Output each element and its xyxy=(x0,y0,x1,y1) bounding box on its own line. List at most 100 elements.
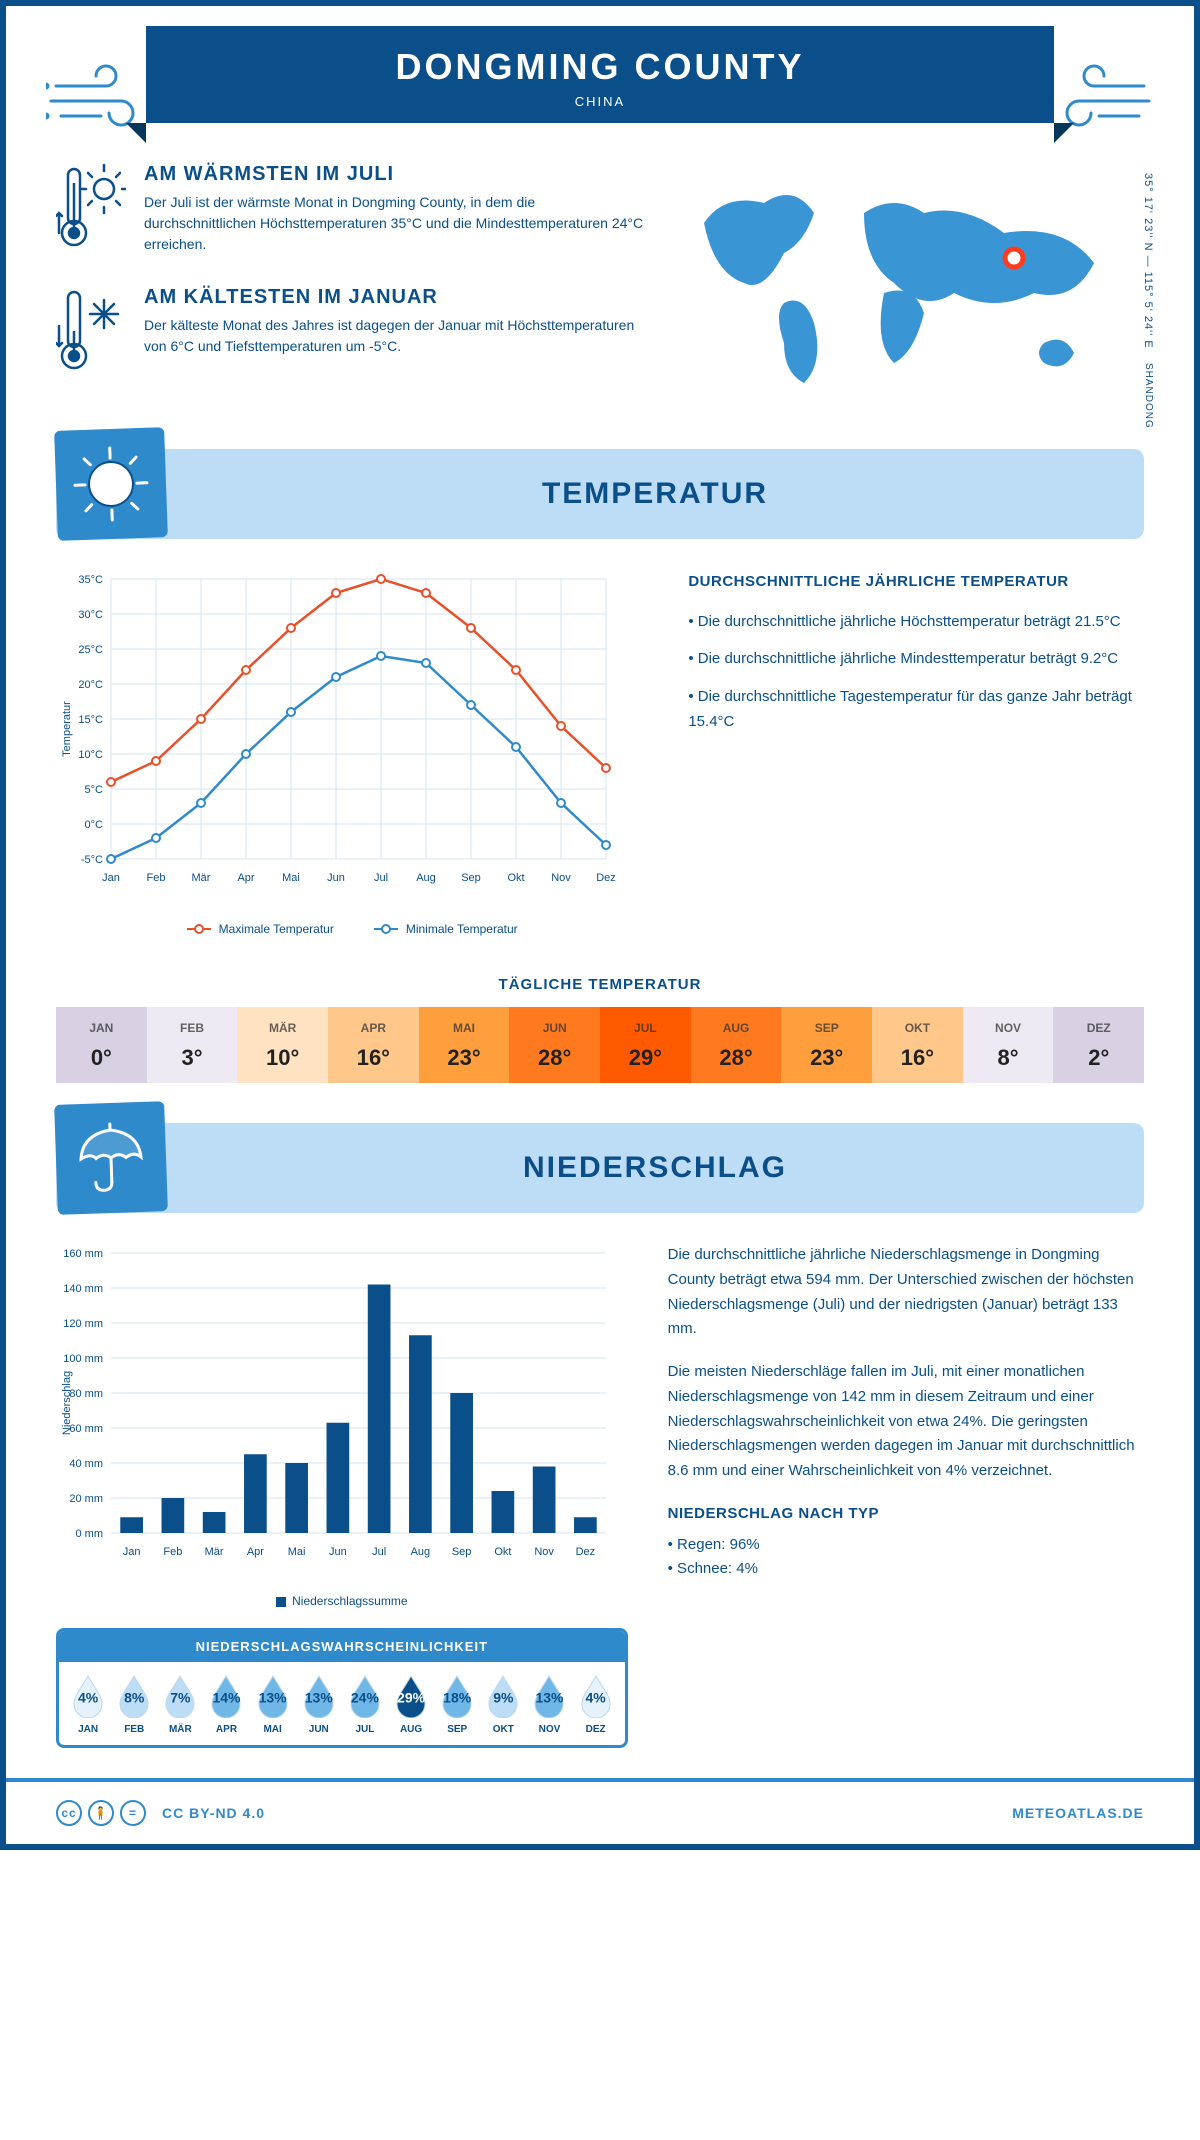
prob-cell: 13%MAI xyxy=(250,1674,296,1735)
svg-text:Mär: Mär xyxy=(205,1546,224,1558)
coordinates: 35° 17' 23'' N — 115° 5' 24'' E xyxy=(1142,173,1154,349)
svg-text:Mär: Mär xyxy=(192,872,211,884)
license-text: CC BY-ND 4.0 xyxy=(162,1805,265,1821)
prob-cell: 13%NOV xyxy=(526,1674,572,1735)
svg-text:20 mm: 20 mm xyxy=(69,1493,103,1505)
world-map: 35° 17' 23'' N — 115° 5' 24'' E SHANDONG xyxy=(684,163,1144,409)
svg-text:40 mm: 40 mm xyxy=(69,1458,103,1470)
temp-info-point: • Die durchschnittliche jährliche Höchst… xyxy=(688,609,1144,635)
prob-cell: 7%MÄR xyxy=(157,1674,203,1735)
thermometer-snow-icon xyxy=(56,286,126,381)
page-subtitle: CHINA xyxy=(146,94,1054,109)
daily-temp-cell: MÄR10° xyxy=(237,1007,328,1083)
svg-text:Dez: Dez xyxy=(596,872,616,884)
cc-icon: cc xyxy=(56,1800,82,1826)
svg-text:-5°C: -5°C xyxy=(81,854,103,866)
warmest-text: Der Juli ist der wärmste Monat in Dongmi… xyxy=(144,192,644,255)
daily-temp-cell: NOV8° xyxy=(963,1007,1054,1083)
intro-section: AM WÄRMSTEN IM JULI Der Juli ist der wär… xyxy=(6,123,1194,439)
page: DONGMING COUNTY CHINA AM WÄRMSTEN IM JUL… xyxy=(0,0,1200,1850)
svg-text:Jul: Jul xyxy=(372,1546,386,1558)
svg-text:Feb: Feb xyxy=(163,1546,182,1558)
temp-info: DURCHSCHNITTLICHE JÄHRLICHE TEMPERATUR •… xyxy=(688,569,1144,936)
svg-text:Mai: Mai xyxy=(282,872,300,884)
coldest-fact: AM KÄLTESTEN IM JANUAR Der kälteste Mona… xyxy=(56,286,644,381)
svg-text:15°C: 15°C xyxy=(78,714,103,726)
daily-temp-cell: DEZ2° xyxy=(1053,1007,1144,1083)
daily-temp-cell: OKT16° xyxy=(872,1007,963,1083)
sun-icon xyxy=(54,427,168,541)
coldest-text: Der kälteste Monat des Jahres ist dagege… xyxy=(144,315,644,357)
prob-cell: 29%AUG xyxy=(388,1674,434,1735)
daily-temp-cell: FEB3° xyxy=(147,1007,238,1083)
svg-text:Temperatur: Temperatur xyxy=(61,701,73,757)
svg-text:Jun: Jun xyxy=(327,872,345,884)
svg-text:0°C: 0°C xyxy=(85,819,104,831)
temp-info-point: • Die durchschnittliche Tagestemperatur … xyxy=(688,684,1144,735)
prob-cell: 4%JAN xyxy=(65,1674,111,1735)
precip-type-point: • Regen: 96% xyxy=(668,1533,1144,1558)
daily-temp-strip: JAN0°FEB3°MÄR10°APR16°MAI23°JUN28°JUL29°… xyxy=(56,1007,1144,1083)
svg-text:160 mm: 160 mm xyxy=(63,1248,103,1260)
svg-text:Okt: Okt xyxy=(507,872,524,884)
thermometer-sun-icon xyxy=(56,163,126,258)
temperature-line-chart: -5°C0°C5°C10°C15°C20°C25°C30°C35°CJanFeb… xyxy=(56,569,648,936)
coldest-title: AM KÄLTESTEN IM JANUAR xyxy=(144,286,644,309)
prob-cell: 8%FEB xyxy=(111,1674,157,1735)
daily-temp-cell: SEP23° xyxy=(781,1007,872,1083)
svg-text:Okt: Okt xyxy=(494,1546,511,1558)
precip-text: Die durchschnittliche jährliche Niedersc… xyxy=(668,1243,1144,1748)
daily-temp-cell: JAN0° xyxy=(56,1007,147,1083)
svg-text:25°C: 25°C xyxy=(78,644,103,656)
svg-text:30°C: 30°C xyxy=(78,609,103,621)
umbrella-icon xyxy=(54,1101,168,1215)
svg-text:140 mm: 140 mm xyxy=(63,1283,103,1295)
prob-cell: 24%JUL xyxy=(342,1674,388,1735)
precip-p2: Die meisten Niederschläge fallen im Juli… xyxy=(668,1360,1144,1484)
svg-text:5°C: 5°C xyxy=(85,784,104,796)
svg-text:100 mm: 100 mm xyxy=(63,1353,103,1365)
svg-text:35°C: 35°C xyxy=(78,574,103,586)
page-title: DONGMING COUNTY xyxy=(146,46,1054,88)
prob-cell: 18%SEP xyxy=(434,1674,480,1735)
prob-cell: 14%APR xyxy=(203,1674,249,1735)
svg-text:60 mm: 60 mm xyxy=(69,1423,103,1435)
prob-cell: 13%JUN xyxy=(296,1674,342,1735)
svg-text:120 mm: 120 mm xyxy=(63,1318,103,1330)
precip-probability-box: NIEDERSCHLAGSWAHRSCHEINLICHKEIT 4%JAN8%F… xyxy=(56,1628,628,1748)
svg-text:Mai: Mai xyxy=(288,1546,306,1558)
precip-section-title: NIEDERSCHLAG xyxy=(166,1151,1144,1185)
svg-text:0 mm: 0 mm xyxy=(76,1528,104,1540)
svg-text:Nov: Nov xyxy=(534,1546,554,1558)
prob-cell: 9%OKT xyxy=(480,1674,526,1735)
temp-info-title: DURCHSCHNITTLICHE JÄHRLICHE TEMPERATUR xyxy=(688,569,1144,595)
svg-text:Sep: Sep xyxy=(452,1546,472,1558)
by-icon: 🧍 xyxy=(88,1800,114,1826)
temp-info-point: • Die durchschnittliche jährliche Mindes… xyxy=(688,646,1144,672)
nd-icon: = xyxy=(120,1800,146,1826)
svg-text:10°C: 10°C xyxy=(78,749,103,761)
license-block: cc 🧍 = CC BY-ND 4.0 xyxy=(56,1800,265,1826)
svg-text:Niederschlag: Niederschlag xyxy=(61,1371,73,1435)
temp-section-title: TEMPERATUR xyxy=(166,477,1144,511)
site-credit: METEOATLAS.DE xyxy=(1012,1805,1144,1821)
warmest-fact: AM WÄRMSTEN IM JULI Der Juli ist der wär… xyxy=(56,163,644,258)
prob-title: NIEDERSCHLAGSWAHRSCHEINLICHKEIT xyxy=(59,1631,625,1662)
legend-max: Maximale Temperatur xyxy=(219,922,334,936)
svg-text:Jul: Jul xyxy=(374,872,388,884)
daily-temp-cell: JUN28° xyxy=(509,1007,600,1083)
daily-temp-title: TÄGLICHE TEMPERATUR xyxy=(6,976,1194,993)
temperature-banner: TEMPERATUR xyxy=(56,449,1144,539)
region-label: SHANDONG xyxy=(1143,363,1154,429)
precip-type-point: • Schnee: 4% xyxy=(668,1557,1144,1582)
daily-temp-cell: APR16° xyxy=(328,1007,419,1083)
precipitation-banner: NIEDERSCHLAG xyxy=(56,1123,1144,1213)
svg-text:Dez: Dez xyxy=(576,1546,596,1558)
svg-text:Aug: Aug xyxy=(416,872,436,884)
svg-text:Apr: Apr xyxy=(247,1546,264,1558)
svg-text:Nov: Nov xyxy=(551,872,571,884)
svg-text:20°C: 20°C xyxy=(78,679,103,691)
precip-type-title: NIEDERSCHLAG NACH TYP xyxy=(668,1502,1144,1527)
daily-temp-cell: MAI23° xyxy=(419,1007,510,1083)
svg-text:Jun: Jun xyxy=(329,1546,347,1558)
